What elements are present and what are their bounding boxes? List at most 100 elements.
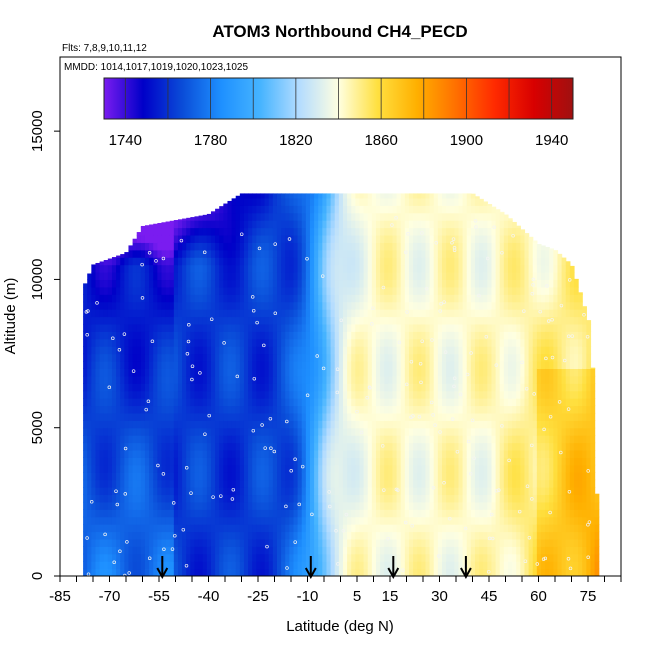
curtain-cell <box>95 360 101 369</box>
curtain-cell <box>380 220 385 229</box>
curtain-cell <box>215 294 220 303</box>
curtain-cell <box>441 316 447 325</box>
curtain-cell <box>136 279 142 288</box>
curtain-cell <box>235 427 241 436</box>
curtain-cell <box>404 368 410 377</box>
curtain-cell <box>404 516 410 525</box>
curtain-cell <box>177 538 183 547</box>
curtain-cell <box>351 197 356 206</box>
curtain-cell <box>425 197 431 206</box>
curtain-cell <box>153 561 158 570</box>
curtain-cell <box>268 435 274 444</box>
curtain-cell <box>248 457 253 466</box>
curtain-cell <box>446 405 451 414</box>
curtain-cell <box>281 353 286 362</box>
curtain-cell <box>363 509 369 518</box>
curtain-cell <box>260 390 266 399</box>
curtain-cell <box>417 472 422 481</box>
curtain-cell <box>347 294 352 303</box>
curtain-cell <box>165 338 171 347</box>
curtain-cell <box>194 316 200 325</box>
curtain-cell <box>289 286 295 295</box>
curtain-cell <box>466 264 472 273</box>
curtain-cell <box>466 398 472 407</box>
curtain-cell <box>433 316 439 325</box>
curtain-cell <box>450 368 455 377</box>
curtain-cell <box>281 479 286 488</box>
curtain-cell <box>252 323 257 332</box>
curtain-cell <box>239 487 245 496</box>
curtain-cell <box>272 353 278 362</box>
curtain-cell <box>194 234 200 243</box>
curtain-cell <box>396 264 402 273</box>
curtain-cell <box>474 531 480 540</box>
curtain-cell <box>454 538 460 547</box>
curtain-cell <box>120 568 125 576</box>
curtain-cell <box>289 390 295 399</box>
curtain-cell <box>120 368 125 377</box>
curtain-cell <box>161 264 167 273</box>
curtain-cell <box>161 412 167 421</box>
curtain-cell <box>87 427 92 436</box>
curtain-cell <box>194 531 200 540</box>
curtain-cell <box>285 472 290 481</box>
curtain-cell <box>248 338 253 347</box>
curtain-cell <box>206 487 212 496</box>
curtain-cell <box>305 264 311 273</box>
curtain-cell <box>91 412 97 421</box>
curtain-cell <box>437 494 443 503</box>
curtain-cell <box>268 279 274 288</box>
curtain-cell <box>347 405 352 414</box>
curtain-cell <box>342 338 348 347</box>
curtain-cell <box>177 219 183 221</box>
curtain-cell <box>272 472 278 481</box>
curtain-cell <box>231 568 237 576</box>
curtain-cell <box>227 264 233 273</box>
curtain-cell <box>276 197 282 206</box>
curtain-cell <box>157 316 163 325</box>
curtain-cell <box>202 494 208 503</box>
curtain-cell <box>437 316 443 325</box>
curtain-cell <box>342 197 348 206</box>
curtain-cell <box>272 205 278 214</box>
curtain-cell <box>404 464 410 473</box>
curtain-cell <box>276 346 282 355</box>
curtain-cell <box>276 309 282 318</box>
curtain-cell <box>177 301 183 310</box>
curtain-cell <box>470 279 476 288</box>
curtain-cell <box>227 234 233 243</box>
curtain-cell <box>470 323 476 332</box>
curtain-cell <box>491 442 497 451</box>
curtain-cell <box>454 487 460 496</box>
curtain-cell <box>281 368 286 377</box>
curtain-cell <box>194 301 200 310</box>
curtain-cell <box>392 524 398 533</box>
curtain-cell <box>334 457 340 466</box>
curtain-cell <box>417 449 422 458</box>
curtain-cell <box>363 449 369 458</box>
curtain-cell <box>128 360 134 369</box>
curtain-cell <box>144 568 150 576</box>
curtain-cell <box>454 516 460 525</box>
curtain-cell <box>479 553 484 562</box>
curtain-cell <box>441 360 447 369</box>
curtain-cell <box>297 264 303 273</box>
curtain-cell <box>136 568 142 576</box>
curtain-cell <box>367 412 373 421</box>
curtain-cell <box>433 331 439 340</box>
curtain-cell <box>309 212 315 221</box>
curtain-cell <box>136 286 142 295</box>
curtain-cell <box>309 346 315 355</box>
curtain-cell <box>375 234 381 243</box>
curtain-cell <box>388 427 394 436</box>
curtain-cell <box>186 494 191 503</box>
curtain-cell <box>149 323 154 332</box>
curtain-cell <box>182 331 187 340</box>
curtain-cell <box>252 479 257 488</box>
curtain-cell <box>305 301 311 310</box>
curtain-cell <box>190 301 196 310</box>
curtain-cell <box>314 294 319 303</box>
curtain-cell <box>264 294 270 303</box>
chart-title: ATOM3 Northbound CH4_PECD <box>212 22 467 41</box>
curtain-cell <box>305 338 311 347</box>
